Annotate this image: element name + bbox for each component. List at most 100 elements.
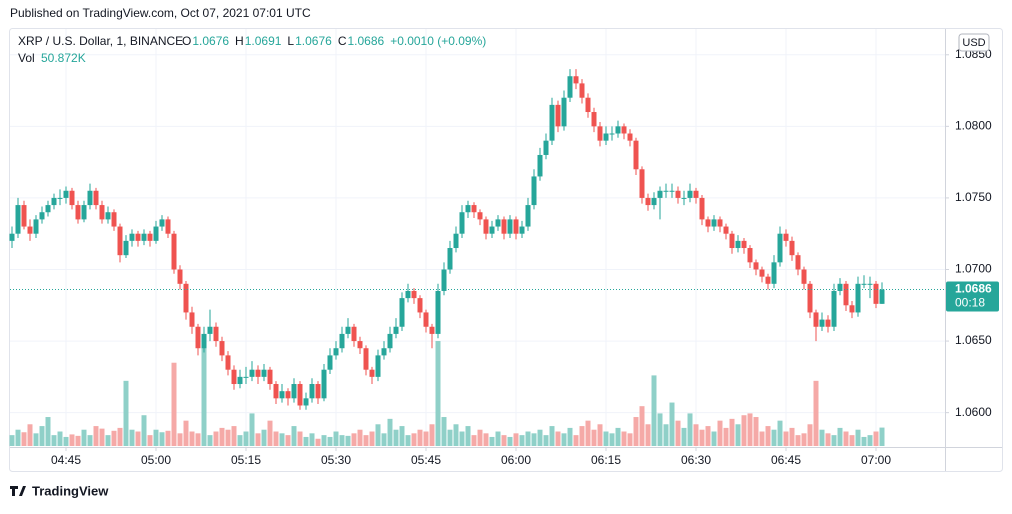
frame	[9, 28, 1003, 472]
candle-body	[735, 240, 741, 249]
volume-bar	[399, 426, 405, 446]
volume-bar	[627, 433, 633, 446]
volume-bar	[471, 435, 477, 446]
candle-body	[117, 226, 123, 256]
candle-body	[813, 312, 819, 327]
candle-body	[501, 219, 507, 234]
candle-body	[441, 269, 447, 291]
symbol: XRP / U.S. Dollar, 1, BINANCE	[18, 34, 183, 48]
candle-body	[63, 190, 69, 198]
volume-bar	[849, 435, 855, 446]
candle-body	[297, 384, 303, 406]
ohlc-name: L	[287, 34, 294, 48]
candle-body	[105, 212, 111, 220]
volume-bar	[321, 435, 327, 446]
volume-bar	[639, 406, 645, 446]
y-tick-label: 1.0700	[955, 262, 992, 276]
candle-body	[585, 97, 591, 113]
volume-bar	[753, 417, 759, 446]
volume-bar	[735, 424, 741, 446]
volume-bar	[411, 433, 417, 446]
candle-body	[561, 97, 567, 127]
currency-button[interactable]	[958, 33, 990, 52]
volume-bar	[651, 375, 657, 446]
candle-body	[339, 333, 345, 349]
x-tick-label: 05:00	[141, 453, 171, 467]
volume-bar	[15, 429, 21, 446]
volume-bar	[705, 426, 711, 446]
volume-bar	[483, 433, 489, 446]
volume-bar	[825, 433, 831, 446]
candle-body	[423, 312, 429, 327]
volume-bar	[663, 424, 669, 446]
volume-bar	[405, 435, 411, 446]
candle-body	[321, 369, 327, 399]
volume-bar	[819, 429, 825, 446]
last-price-box	[946, 281, 999, 312]
candle-body	[273, 384, 279, 399]
candle-body	[723, 226, 729, 234]
volume-bar	[489, 436, 495, 446]
candle-body	[135, 233, 141, 241]
candle-body	[741, 240, 747, 249]
volume-bar	[159, 432, 165, 446]
candle-body	[213, 326, 219, 342]
volume-bar	[375, 424, 381, 446]
candle-body	[543, 140, 549, 155]
volume-bar	[273, 431, 279, 446]
x-tick-label: 06:15	[591, 453, 621, 467]
ohlc-value: 1.0686	[347, 34, 384, 48]
candle-body	[609, 133, 615, 135]
footer-logo: TradingView	[32, 483, 109, 498]
candle-body	[9, 233, 15, 241]
volume-bar	[123, 380, 129, 446]
candle-body	[249, 369, 255, 377]
candle-body	[663, 190, 669, 192]
candle-body	[537, 154, 543, 177]
candle-body	[327, 355, 333, 370]
candle-body	[573, 76, 579, 84]
candle-body	[435, 290, 441, 334]
candle-body	[129, 233, 135, 241]
volume-bar	[843, 431, 849, 446]
candle-body	[675, 190, 681, 198]
volume-bar	[789, 427, 795, 446]
volume-bar	[759, 431, 765, 446]
candle-body	[45, 205, 51, 213]
candle-body	[429, 326, 435, 334]
candle-body	[447, 248, 453, 270]
candle-body	[57, 197, 63, 199]
volume-bar	[33, 433, 39, 446]
candle-body	[669, 190, 675, 192]
candle-body	[495, 219, 501, 227]
candle-body	[123, 240, 129, 256]
volume-bar	[9, 435, 15, 446]
volume-bar	[111, 430, 117, 446]
candle-body	[183, 283, 189, 313]
volume-bar	[333, 431, 339, 446]
volume-bar	[507, 436, 513, 446]
candle-body	[255, 369, 261, 377]
volume-bar	[495, 431, 501, 446]
change: +0.0010 (+0.09%)	[390, 34, 486, 48]
candle-body	[843, 283, 849, 306]
volume-bar	[189, 431, 195, 446]
currency[interactable]: USD	[962, 37, 985, 49]
volume-bar	[243, 431, 249, 446]
volume-bar	[603, 431, 609, 446]
volume-bar	[75, 435, 81, 446]
volume-bar	[393, 429, 399, 446]
candle-body	[603, 133, 609, 141]
candle-body	[591, 112, 597, 127]
volume-bar	[279, 433, 285, 446]
x-tick-label: 06:00	[501, 453, 531, 467]
candle-body	[15, 205, 21, 234]
y-tick-label: 1.0650	[955, 333, 992, 347]
candle-body	[639, 169, 645, 198]
candle-body	[801, 269, 807, 284]
ohlc-value: 1.0676	[192, 34, 229, 48]
candle-body	[411, 290, 417, 299]
candle-body	[279, 391, 285, 399]
candle-body	[267, 369, 273, 385]
ohlc-name: H	[235, 34, 244, 48]
